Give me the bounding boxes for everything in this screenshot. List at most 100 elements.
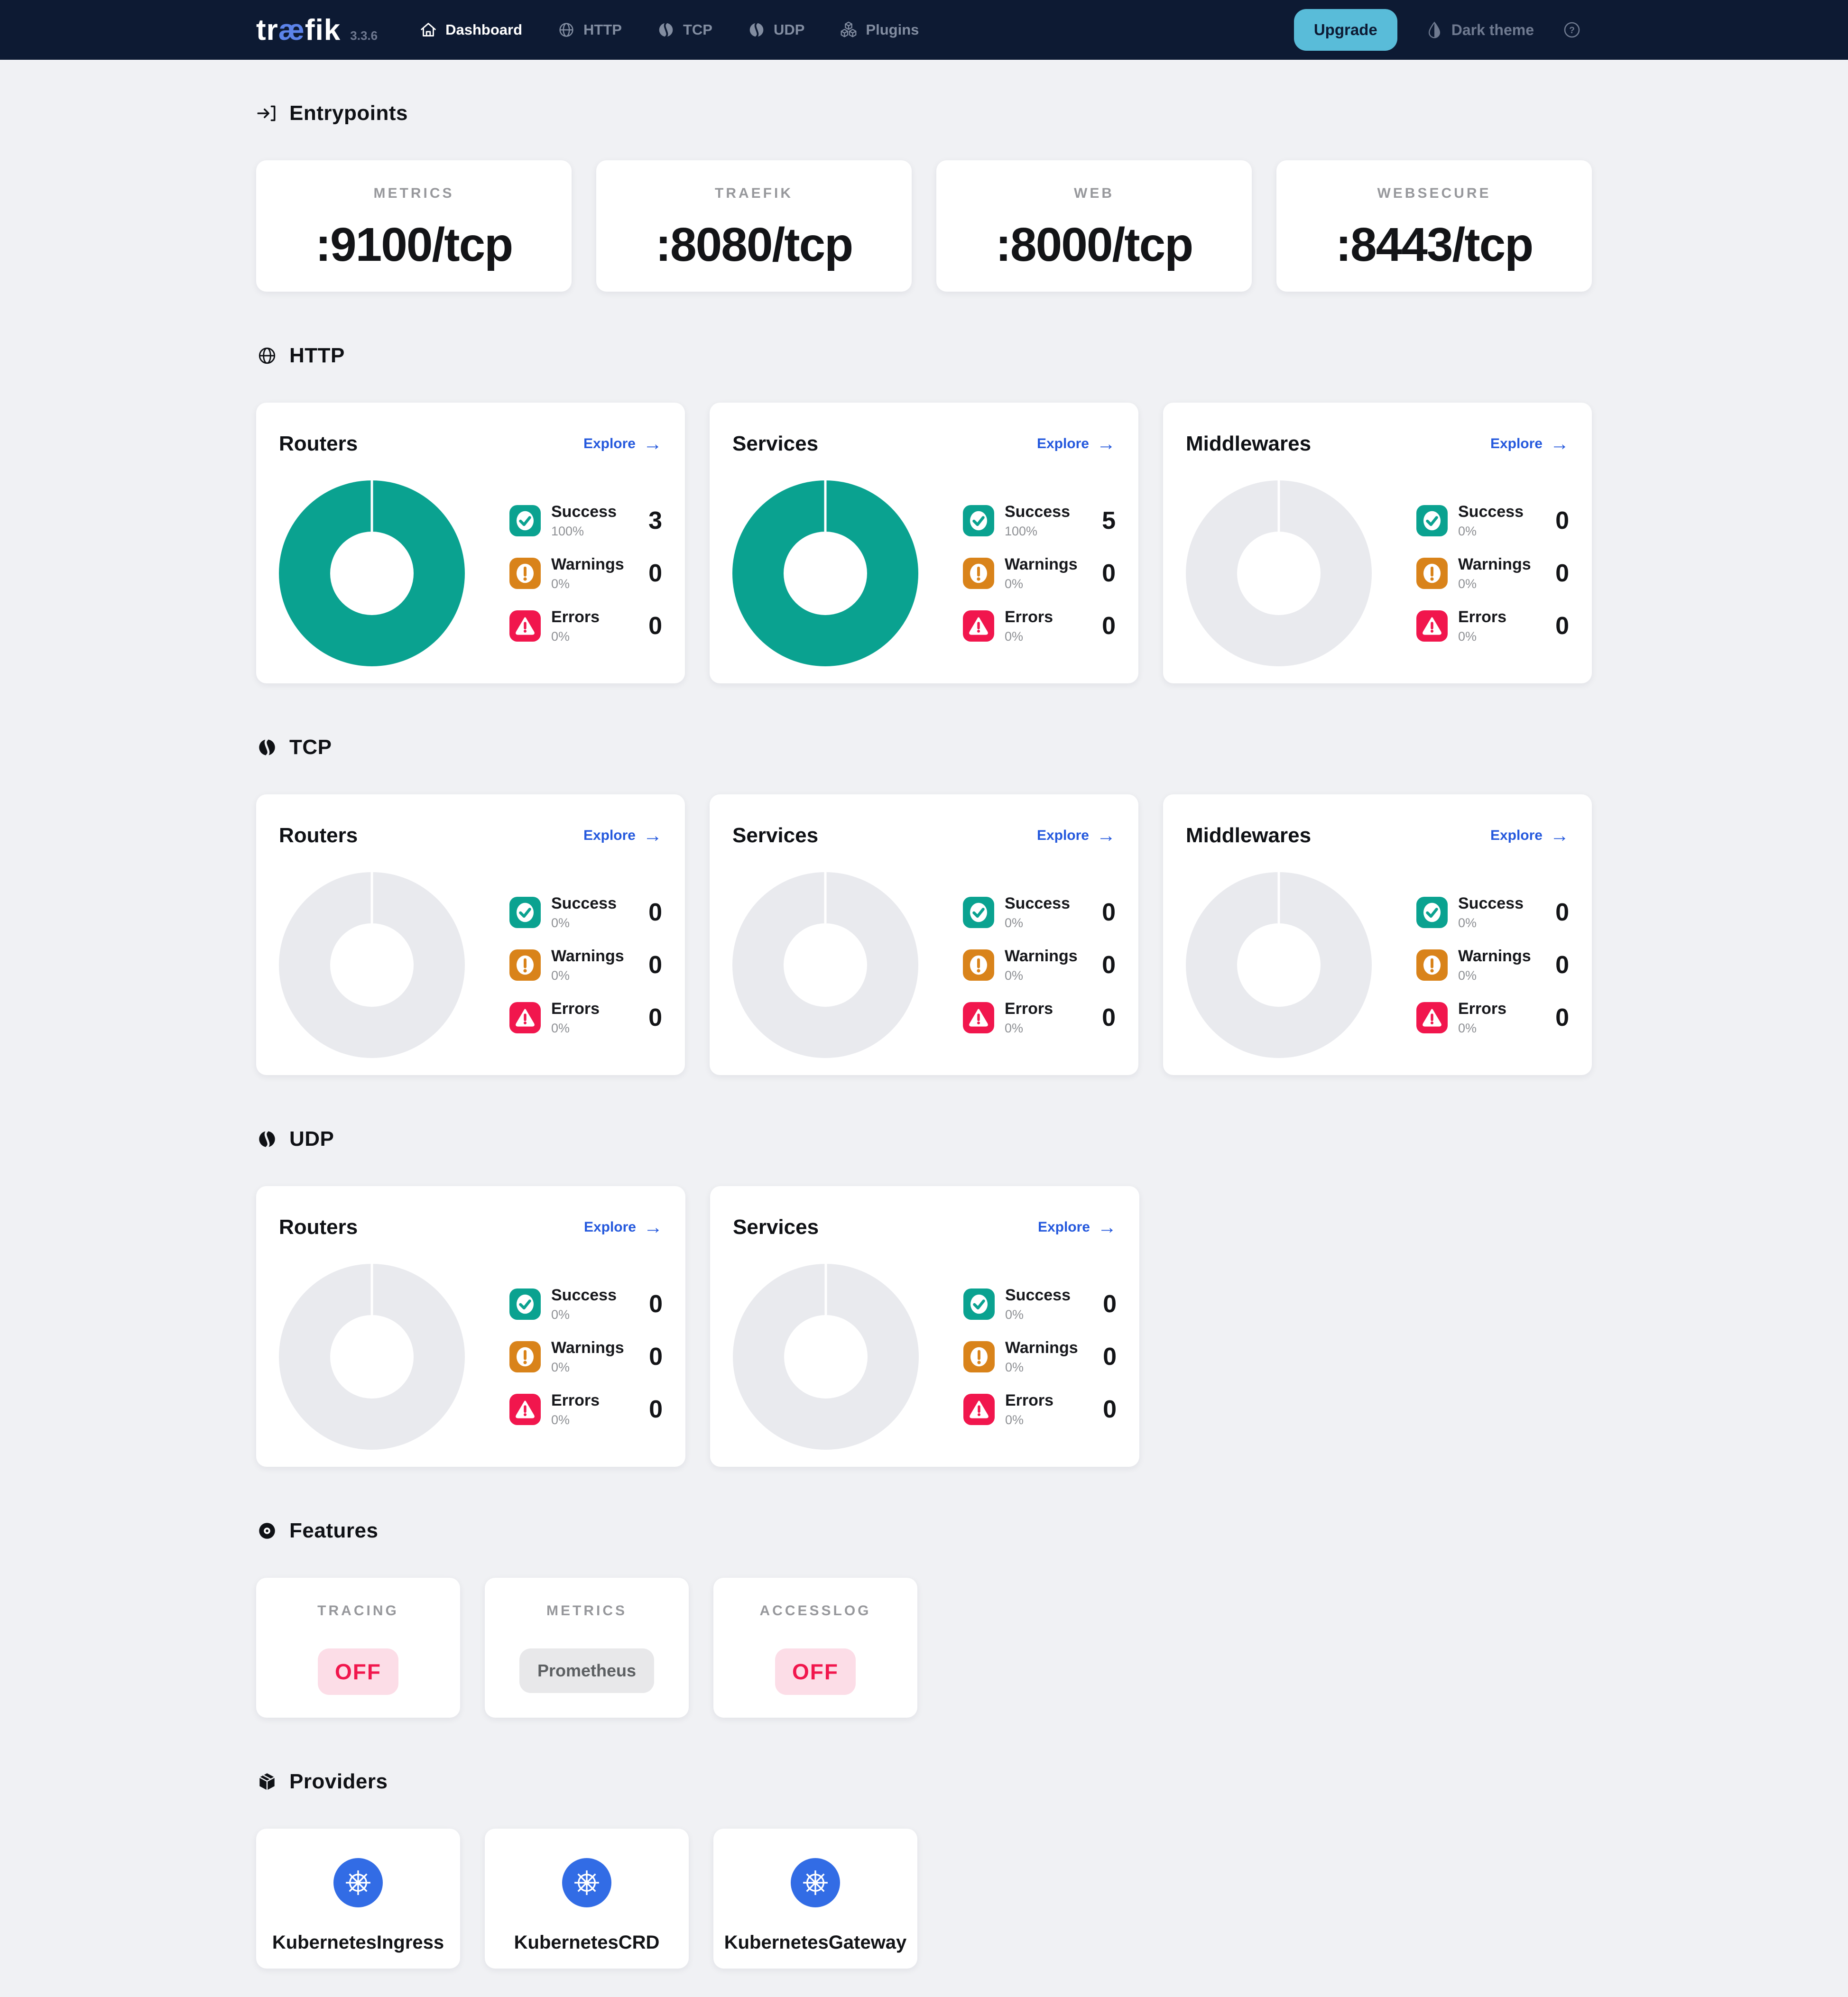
udp-services-card: Services Explore → Success 0% 0 Warn xyxy=(710,1186,1139,1467)
section-title: Features xyxy=(289,1519,379,1542)
arrow-right-icon: → xyxy=(644,1217,663,1238)
udp-icon xyxy=(749,22,764,38)
legend-row-warnings: Warnings 0% 0 xyxy=(1416,555,1569,591)
legend-row-errors: Errors 0% 0 xyxy=(1416,608,1569,644)
feature-card-tracing: TRACING OFF xyxy=(256,1578,460,1718)
arrow-right-icon: → xyxy=(1097,433,1116,454)
nav-item-dashboard[interactable]: Dashboard xyxy=(418,20,522,40)
warning-icon xyxy=(963,949,994,981)
explore-link[interactable]: Explore → xyxy=(1036,825,1116,846)
feature-status-badge: Prometheus xyxy=(519,1648,655,1693)
http-routers-card: Routers Explore → Success 100% 3 War xyxy=(256,403,685,683)
chart-legend: Success 0% 0 Warnings 0% 0 Errors 0% 0 xyxy=(1416,894,1569,1036)
errors-count: 0 xyxy=(1555,1004,1569,1031)
explore-link[interactable]: Explore → xyxy=(583,1217,663,1238)
legend-row-warnings: Warnings 0% 0 xyxy=(963,1339,1117,1375)
errors-count: 0 xyxy=(649,1396,663,1423)
upgrade-button[interactable]: Upgrade xyxy=(1294,9,1397,51)
home-icon xyxy=(421,23,436,37)
entrypoint-name: TRAEFIK xyxy=(715,185,793,201)
arrow-right-icon: → xyxy=(1550,825,1569,846)
section-header-http: HTTP xyxy=(256,344,1592,368)
card-title: Middlewares xyxy=(1186,824,1312,847)
arrow-right-icon: → xyxy=(643,433,662,454)
donut-chart xyxy=(279,480,465,666)
explore-link[interactable]: Explore → xyxy=(583,433,662,454)
error-icon xyxy=(1416,610,1448,642)
donut-chart xyxy=(732,480,918,666)
warnings-count: 0 xyxy=(1555,560,1569,587)
errors-count: 0 xyxy=(1102,612,1116,640)
section-title: Entrypoints xyxy=(289,101,408,125)
error-icon xyxy=(963,610,994,642)
entrypoint-port: :9100/tcp xyxy=(315,218,514,271)
udp-cards: Routers Explore → Success 0% 0 Warni xyxy=(256,1186,1592,1467)
section-header-features: Features xyxy=(256,1519,1592,1543)
entrypoints-cards: METRICS :9100/tcp TRAEFIK :8080/tcp WEB … xyxy=(256,160,1592,292)
section-title: HTTP xyxy=(289,344,345,367)
explore-link[interactable]: Explore → xyxy=(583,825,662,846)
tcp-icon xyxy=(259,738,275,757)
legend-row-success: Success 100% 3 xyxy=(509,503,662,539)
entrypoint-card: TRAEFIK :8080/tcp xyxy=(596,160,912,292)
section-title: TCP xyxy=(289,736,332,759)
legend-row-success: Success 0% 0 xyxy=(509,894,662,930)
legend-row-warnings: Warnings 0% 0 xyxy=(509,1339,663,1375)
explore-link[interactable]: Explore → xyxy=(1490,825,1569,846)
warnings-count: 0 xyxy=(1102,560,1116,587)
explore-link[interactable]: Explore → xyxy=(1036,433,1116,454)
error-icon xyxy=(509,610,541,642)
help-icon[interactable]: ? xyxy=(1562,19,1582,40)
section-header-udp: UDP xyxy=(256,1127,1592,1151)
warning-icon xyxy=(1416,949,1448,981)
feature-status-badge: OFF xyxy=(775,1648,856,1695)
donut-chart xyxy=(279,1264,465,1450)
traefik-logo[interactable]: træfik 3.3.6 xyxy=(256,13,378,47)
feature-card-accesslog: ACCESSLOG OFF xyxy=(713,1578,917,1718)
provider-card-kubernetes-gateway: KubernetesGateway xyxy=(713,1829,917,1969)
success-count: 0 xyxy=(649,1290,663,1318)
explore-link[interactable]: Explore → xyxy=(1490,433,1569,454)
chart-legend: Success 0% 0 Warnings 0% 0 Errors 0% 0 xyxy=(963,894,1116,1036)
nav-item-http[interactable]: HTTP xyxy=(556,20,622,40)
success-icon xyxy=(1416,505,1448,536)
tcp-middlewares-card: Middlewares Explore → Success 0% 0 W xyxy=(1163,794,1592,1075)
udp-icon xyxy=(259,1130,275,1149)
dark-theme-toggle[interactable]: Dark theme xyxy=(1425,20,1534,39)
legend-row-success: Success 0% 0 xyxy=(963,1286,1117,1322)
success-count: 0 xyxy=(648,899,662,926)
entrypoint-port: :8080/tcp xyxy=(655,218,854,271)
kubernetes-icon xyxy=(791,1858,840,1907)
nav-item-plugins[interactable]: Plugins xyxy=(839,20,919,40)
entrypoint-name: WEBSECURE xyxy=(1377,185,1491,201)
legend-row-warnings: Warnings 0% 0 xyxy=(963,947,1116,983)
warnings-count: 0 xyxy=(1555,951,1569,979)
entrypoint-port: :8000/tcp xyxy=(995,218,1194,271)
warnings-count: 0 xyxy=(648,560,662,587)
svg-text:?: ? xyxy=(1569,26,1575,36)
warning-icon xyxy=(963,558,994,589)
legend-row-warnings: Warnings 0% 0 xyxy=(1416,947,1569,983)
tcp-cards: Routers Explore → Success 0% 0 Warni xyxy=(256,794,1592,1075)
section-title: Providers xyxy=(289,1770,388,1793)
http-cards: Routers Explore → Success 100% 3 War xyxy=(256,403,1592,683)
kubernetes-icon xyxy=(333,1858,383,1907)
warning-icon xyxy=(1416,558,1448,589)
section-header-entrypoints: Entrypoints xyxy=(256,101,1592,125)
success-icon xyxy=(963,505,994,536)
warnings-count: 0 xyxy=(1103,1343,1117,1371)
entrypoint-port: :8443/tcp xyxy=(1335,218,1534,271)
nav-item-udp[interactable]: UDP xyxy=(747,20,804,40)
feature-status-badge: OFF xyxy=(318,1648,398,1695)
warnings-count: 0 xyxy=(1102,951,1116,979)
success-count: 0 xyxy=(1555,507,1569,534)
error-icon xyxy=(509,1394,541,1425)
chart-legend: Success 0% 0 Warnings 0% 0 Errors 0% 0 xyxy=(509,1286,663,1427)
section-header-providers: Providers xyxy=(256,1770,1592,1794)
card-title: Middlewares xyxy=(1186,432,1312,455)
explore-link[interactable]: Explore → xyxy=(1037,1217,1117,1238)
nav-item-label: Plugins xyxy=(866,21,919,38)
nav-item-tcp[interactable]: TCP xyxy=(656,20,712,40)
globe-icon xyxy=(559,23,573,37)
nav-item-label: Dashboard xyxy=(445,21,523,38)
